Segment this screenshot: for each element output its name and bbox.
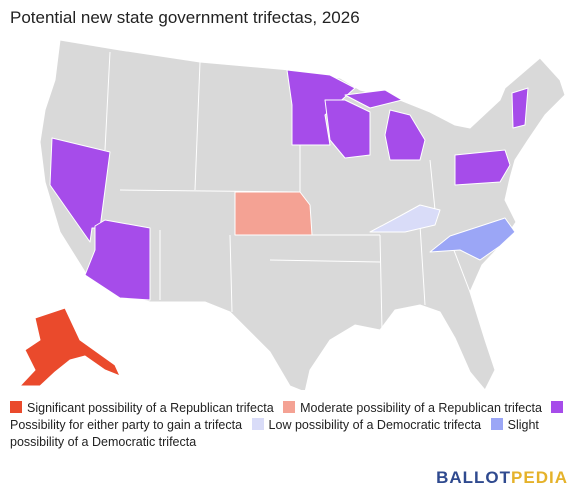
map-title: Potential new state government trifectas… bbox=[10, 8, 360, 27]
legend-swatch bbox=[490, 418, 503, 430]
us-map bbox=[19, 39, 566, 390]
state-nevada bbox=[49, 137, 111, 243]
logo-part: PEDIA bbox=[511, 468, 568, 487]
legend-item: Slight possibility of a Democratic trife… bbox=[10, 418, 539, 449]
legend-label: Moderate possibility of a Republican tri… bbox=[300, 401, 542, 415]
logo: BALLOTPEDIA bbox=[436, 468, 568, 488]
state-north-carolina bbox=[429, 217, 516, 261]
legend-label: Slight possibility of a Democratic trife… bbox=[10, 418, 539, 449]
state-vermont bbox=[511, 87, 529, 129]
legend-item: Moderate possibility of a Republican tri… bbox=[283, 401, 542, 415]
state-alaska bbox=[19, 307, 121, 387]
state-michigan bbox=[384, 109, 426, 161]
legend-item: Significant possibility of a Republican … bbox=[10, 401, 274, 415]
state-michigan-upper bbox=[344, 89, 403, 109]
legend-swatch bbox=[551, 401, 564, 413]
state-arizona bbox=[84, 219, 151, 301]
legend-swatch bbox=[283, 401, 296, 413]
legend-item: Possibility for either party to gain a t… bbox=[10, 401, 568, 432]
state-kentucky bbox=[369, 204, 441, 233]
legend-label: Significant possibility of a Republican … bbox=[27, 401, 274, 415]
state-wisconsin bbox=[324, 99, 371, 159]
state-kansas bbox=[234, 191, 313, 236]
legend-item: Low possibility of a Democratic trifecta bbox=[251, 418, 482, 432]
state-borders bbox=[104, 51, 471, 331]
legend-label: Possibility for either party to gain a t… bbox=[10, 418, 243, 432]
legend-swatch bbox=[251, 418, 264, 430]
logo-part: BALLOT bbox=[436, 468, 512, 487]
legend: Significant possibility of a Republican … bbox=[10, 400, 570, 451]
legend-swatch bbox=[10, 401, 22, 413]
legend-label: Low possibility of a Democratic trifecta bbox=[268, 418, 482, 432]
state-pennsylvania bbox=[454, 149, 511, 186]
state-minnesota bbox=[286, 69, 356, 146]
